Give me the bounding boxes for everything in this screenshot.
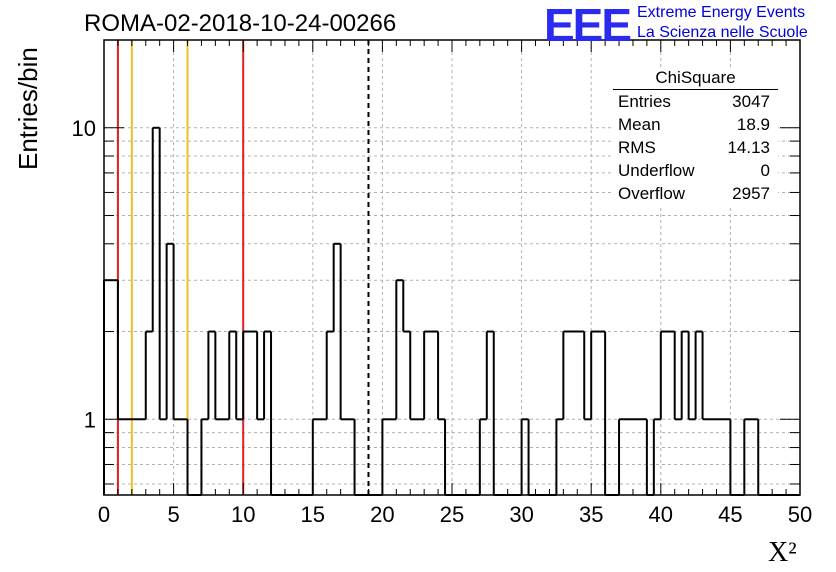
stats-label: Mean (618, 115, 661, 134)
stats-value: 2957 (732, 184, 770, 203)
x-tick-label: 35 (579, 502, 603, 527)
stats-row-underflow: Underflow 0 (613, 159, 778, 182)
x-tick-label: 50 (788, 502, 812, 527)
stats-row-rms: RMS 14.13 (613, 136, 778, 159)
x-tick-label: 45 (718, 502, 742, 527)
chart-title: ROMA-02-2018-10-24-00266 (84, 10, 397, 37)
stats-row-overflow: Overflow 2957 (613, 182, 778, 205)
stats-label: RMS (618, 138, 656, 157)
stats-value: 14.13 (727, 138, 770, 157)
y-tick-label: 1 (84, 407, 96, 432)
x-tick-label: 40 (649, 502, 673, 527)
stats-value: 18.9 (736, 115, 770, 134)
axis-ticks (103, 40, 801, 495)
stats-value: 3047 (732, 92, 770, 111)
x-tick-label: 25 (440, 502, 464, 527)
eee-logo: EEE (544, 0, 632, 51)
stats-box: ChiSquare Entries 3047 Mean 18.9 RMS 14.… (613, 67, 778, 205)
x-tick-label: 20 (370, 502, 394, 527)
reference-lines (116, 40, 370, 495)
y-tick-label: 10 (72, 116, 96, 141)
tick-labels: 0 5 10 15 20 25 30 35 40 45 50 1 10 (72, 116, 813, 527)
logo-line-1: Extreme Energy Events (637, 4, 806, 21)
y-axis-label: Entries/bin (13, 47, 43, 170)
x-tick-label: 30 (509, 502, 533, 527)
stats-row-entries: Entries 3047 (613, 90, 778, 113)
stats-label: Overflow (618, 184, 686, 203)
stats-title: ChiSquare (613, 67, 778, 90)
x-tick-label: 10 (231, 502, 255, 527)
x-tick-label: 0 (98, 502, 110, 527)
stats-label: Entries (618, 92, 671, 111)
x-axis-label: X² (768, 537, 797, 568)
x-tick-label: 5 (167, 502, 179, 527)
stats-row-mean: Mean 18.9 (613, 113, 778, 136)
stats-label: Underflow (618, 161, 695, 180)
stats-value: 0 (760, 161, 770, 180)
x-tick-label: 15 (301, 502, 325, 527)
logo-line-2: La Scienza nelle Scuole (637, 24, 808, 41)
